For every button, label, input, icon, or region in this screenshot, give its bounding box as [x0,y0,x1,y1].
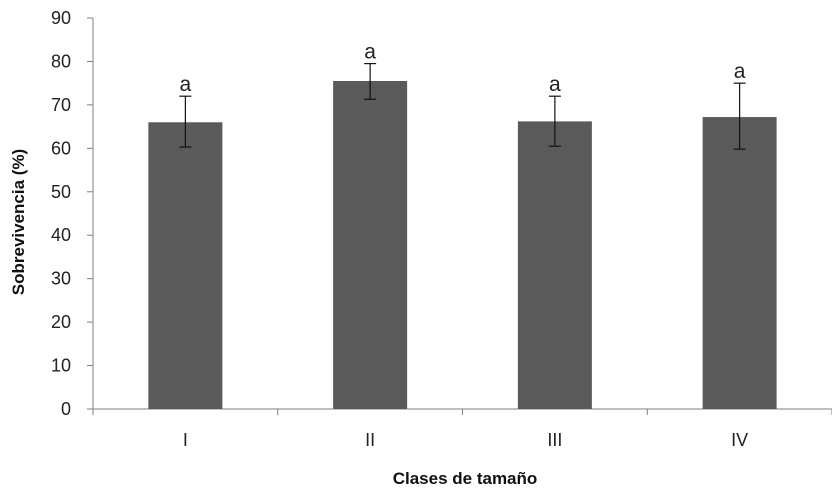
x-tick-label: II [365,430,375,450]
bars [148,80,777,410]
y-tick-label: 80 [51,51,71,71]
y-axis: 0 10 20 30 40 50 60 70 80 90 [51,8,94,419]
significance-labels: a a a a [180,41,746,97]
bar-IV [702,117,777,409]
y-tick-label: 10 [51,356,71,376]
y-tick-label: 60 [51,138,71,158]
significance-label: a [364,41,376,64]
bar-II [333,80,408,409]
x-axis-title: Clases de tamaño [393,469,538,488]
x-tick-label: IV [731,430,748,450]
error-bar-III [548,95,561,147]
bar-I [148,122,223,410]
y-axis-title: Sobrevivencia (%) [9,149,28,295]
bar-III [517,121,592,410]
error-bar-II [364,63,377,100]
error-bars [179,63,746,150]
y-tick-label: 90 [51,8,71,28]
error-bar-IV [733,82,746,150]
significance-label: a [734,60,746,83]
y-tick-label: 50 [51,182,71,202]
y-tick-label: 0 [61,399,71,419]
x-axis: I II III IV [92,408,832,450]
y-tick-label: 20 [51,312,71,332]
y-tick-label: 40 [51,225,71,245]
error-bar-I [179,95,192,148]
x-tick-label: I [183,430,188,450]
y-tick-label: 70 [51,95,71,115]
y-tick-label: 30 [51,269,71,289]
significance-label: a [180,73,192,96]
significance-label: a [549,73,561,96]
x-tick-label: III [547,430,562,450]
